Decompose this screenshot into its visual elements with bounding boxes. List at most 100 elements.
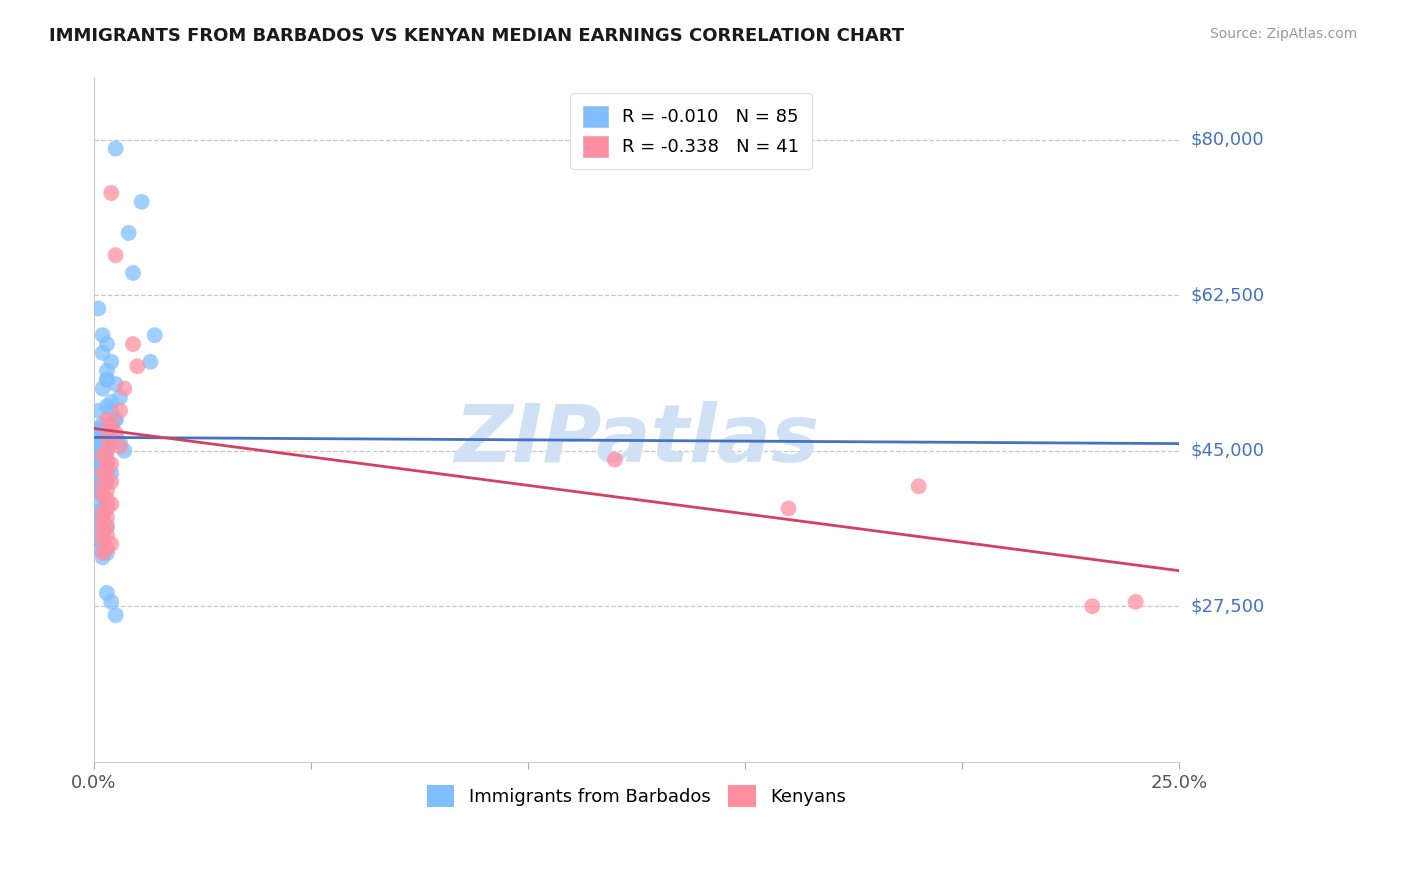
Point — [91, 434, 114, 449]
Point — [96, 421, 118, 435]
Point — [91, 479, 114, 493]
Point — [96, 461, 118, 475]
Point — [91, 457, 114, 471]
Point — [96, 528, 118, 542]
Point — [91, 430, 114, 444]
Point — [87, 439, 110, 453]
Point — [96, 461, 118, 475]
Point — [87, 439, 110, 453]
Point — [96, 475, 118, 489]
Point — [143, 328, 166, 343]
Point — [91, 524, 114, 538]
Point — [91, 448, 114, 462]
Point — [100, 394, 122, 409]
Point — [112, 382, 135, 396]
Point — [100, 475, 122, 489]
Point — [96, 519, 118, 533]
Point — [91, 515, 114, 529]
Point — [87, 515, 110, 529]
Point — [87, 541, 110, 556]
Point — [778, 501, 800, 516]
Point — [1081, 599, 1104, 614]
Point — [87, 421, 110, 435]
Text: $62,500: $62,500 — [1191, 286, 1264, 304]
Point — [91, 528, 114, 542]
Point — [100, 497, 122, 511]
Point — [96, 399, 118, 413]
Point — [104, 377, 127, 392]
Text: ZIPatlas: ZIPatlas — [454, 401, 820, 479]
Point — [87, 452, 110, 467]
Point — [96, 483, 118, 498]
Point — [91, 506, 114, 520]
Point — [91, 488, 114, 502]
Legend: Immigrants from Barbados, Kenyans: Immigrants from Barbados, Kenyans — [420, 778, 853, 814]
Point — [96, 470, 118, 484]
Point — [96, 510, 118, 524]
Point — [87, 483, 110, 498]
Point — [91, 448, 114, 462]
Point — [104, 142, 127, 156]
Point — [91, 457, 114, 471]
Point — [87, 443, 110, 458]
Point — [96, 452, 118, 467]
Point — [100, 466, 122, 480]
Text: IMMIGRANTS FROM BARBADOS VS KENYAN MEDIAN EARNINGS CORRELATION CHART: IMMIGRANTS FROM BARBADOS VS KENYAN MEDIA… — [49, 27, 904, 45]
Text: Source: ZipAtlas.com: Source: ZipAtlas.com — [1209, 27, 1357, 41]
Point — [131, 194, 153, 209]
Point — [96, 541, 118, 556]
Text: $80,000: $80,000 — [1191, 130, 1264, 149]
Point — [87, 492, 110, 507]
Point — [108, 391, 131, 405]
Point — [96, 412, 118, 426]
Point — [1125, 595, 1147, 609]
Point — [96, 519, 118, 533]
Point — [104, 248, 127, 262]
Point — [907, 479, 929, 493]
Point — [139, 355, 162, 369]
Point — [96, 430, 118, 444]
Point — [127, 359, 149, 374]
Point — [96, 466, 118, 480]
Point — [122, 337, 145, 351]
Point — [91, 328, 114, 343]
Point — [87, 452, 110, 467]
Point — [91, 434, 114, 449]
Point — [91, 479, 114, 493]
Point — [96, 373, 118, 387]
Point — [100, 434, 122, 449]
Point — [91, 479, 114, 493]
Point — [91, 382, 114, 396]
Point — [96, 546, 118, 560]
Point — [100, 537, 122, 551]
Point — [87, 425, 110, 440]
Point — [96, 443, 118, 458]
Point — [91, 448, 114, 462]
Point — [87, 524, 110, 538]
Point — [96, 364, 118, 378]
Point — [100, 595, 122, 609]
Point — [91, 346, 114, 360]
Point — [91, 533, 114, 547]
Point — [112, 443, 135, 458]
Point — [96, 443, 118, 458]
Point — [96, 439, 118, 453]
Point — [87, 483, 110, 498]
Point — [87, 301, 110, 316]
Point — [96, 586, 118, 600]
Point — [91, 537, 114, 551]
Point — [96, 417, 118, 431]
Point — [87, 506, 110, 520]
Point — [96, 501, 118, 516]
Point — [96, 492, 118, 507]
Point — [100, 417, 122, 431]
Point — [87, 461, 110, 475]
Point — [96, 497, 118, 511]
Point — [100, 403, 122, 417]
Point — [91, 550, 114, 565]
Point — [104, 608, 127, 623]
Point — [108, 439, 131, 453]
Point — [96, 337, 118, 351]
Text: $27,500: $27,500 — [1191, 598, 1264, 615]
Point — [91, 501, 114, 516]
